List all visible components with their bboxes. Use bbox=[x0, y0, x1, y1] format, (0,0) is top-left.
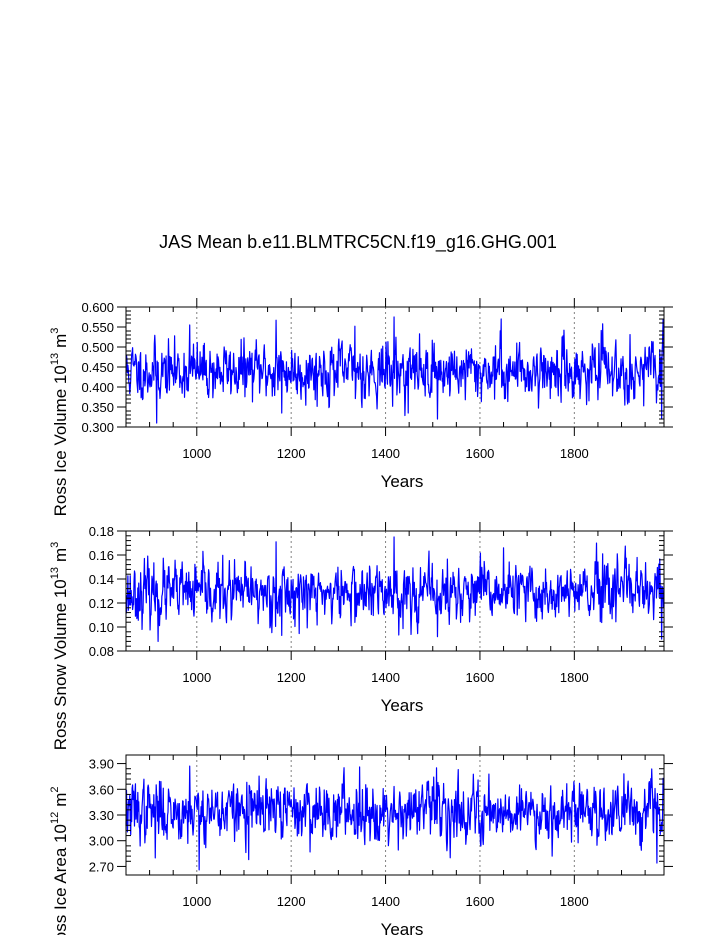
series-line bbox=[125, 536, 665, 642]
chart-panel-1: 1000 1200 1400 1600 1800 0.300 0.350 0.400 0.450… bbox=[49, 298, 673, 516]
y-tick-label: 0.14 bbox=[89, 572, 114, 587]
x-tick-label: 1600 bbox=[465, 446, 494, 461]
series-line bbox=[125, 765, 665, 871]
x-tick-label: 1200 bbox=[277, 446, 306, 461]
y-axis-label-unit-exponent: 3 bbox=[49, 542, 61, 548]
x-axis-label: Years bbox=[381, 472, 424, 491]
y-tick-label: 3.90 bbox=[89, 757, 114, 772]
y-tick-label: 0.500 bbox=[81, 340, 114, 355]
y-axis-label-exponent: 13 bbox=[49, 567, 61, 579]
x-tick-label: 1600 bbox=[465, 670, 494, 685]
x-tick-label: 1000 bbox=[182, 670, 211, 685]
y-tick-label: 0.12 bbox=[89, 596, 114, 611]
x-tick-label: 1800 bbox=[560, 446, 589, 461]
y-tick-label: 0.16 bbox=[89, 548, 114, 563]
x-tick-label: 1800 bbox=[560, 670, 589, 685]
y-axis-label-exponent: 13 bbox=[49, 353, 61, 365]
y-tick-label: 0.18 bbox=[89, 524, 114, 539]
x-tick-label: 1000 bbox=[182, 446, 211, 461]
y-tick-label: 0.400 bbox=[81, 380, 114, 395]
y-tick-label: 0.550 bbox=[81, 320, 114, 335]
y-tick-label: 0.10 bbox=[89, 620, 114, 635]
x-tick-label: 1400 bbox=[371, 894, 400, 909]
plot-frame bbox=[125, 530, 665, 652]
x-tick-label: 1600 bbox=[465, 894, 494, 909]
x-axis-label: Years bbox=[381, 920, 424, 935]
y-axis-label-main: Ross Ice Volume 10 bbox=[51, 365, 70, 516]
x-axis-label: Years bbox=[381, 696, 424, 715]
y-tick-label: 3.60 bbox=[89, 782, 114, 797]
x-tick-label: 1400 bbox=[371, 446, 400, 461]
figure-title: JAS Mean b.e11.BLMTRC5CN.f19_g16.GHG.001 bbox=[159, 232, 557, 253]
chart-panel-2: 1000 1200 1400 1600 1800 0.08 0.10 0.12 0.14 0.16… bbox=[49, 522, 673, 750]
y-tick-label: 2.70 bbox=[89, 859, 114, 874]
x-tick-label: 1000 bbox=[182, 894, 211, 909]
y-tick-label: 0.350 bbox=[81, 400, 114, 415]
y-tick-label: 3.30 bbox=[89, 808, 114, 823]
x-tick-label: 1200 bbox=[277, 894, 306, 909]
y-axis-label: Ross Ice Area 1012 m2 bbox=[49, 786, 70, 935]
y-axis-label-unit: m bbox=[51, 793, 70, 807]
x-tick-label: 1800 bbox=[560, 894, 589, 909]
y-tick-label: 0.300 bbox=[81, 420, 114, 435]
y-axis-label: Ross Ice Volume 1013 m3 bbox=[49, 328, 70, 517]
y-axis-label-unit: m bbox=[51, 548, 70, 562]
y-tick-label: 0.600 bbox=[81, 300, 114, 315]
series-line bbox=[125, 316, 665, 424]
y-axis-label-main: Ross Snow Volume 10 bbox=[51, 579, 70, 750]
x-tick-label: 1400 bbox=[371, 670, 400, 685]
y-axis-label-unit: m bbox=[51, 334, 70, 348]
y-axis-label-exponent: 12 bbox=[49, 812, 61, 824]
y-axis-label-main: Ross Ice Area 10 bbox=[51, 824, 70, 935]
y-axis-label: Ross Snow Volume 1013 m3 bbox=[49, 542, 70, 751]
y-tick-label: 0.450 bbox=[81, 360, 114, 375]
y-tick-label: 3.00 bbox=[89, 834, 114, 849]
y-tick-label: 0.08 bbox=[89, 644, 114, 659]
chart-panel-3: 1000 1200 1400 1600 1800 2.70 3.00 3.30 3.60 3.90… bbox=[49, 746, 673, 935]
y-axis-label-unit-exponent: 3 bbox=[49, 328, 61, 334]
x-tick-label: 1200 bbox=[277, 670, 306, 685]
y-axis-label-unit-exponent: 2 bbox=[49, 786, 61, 792]
